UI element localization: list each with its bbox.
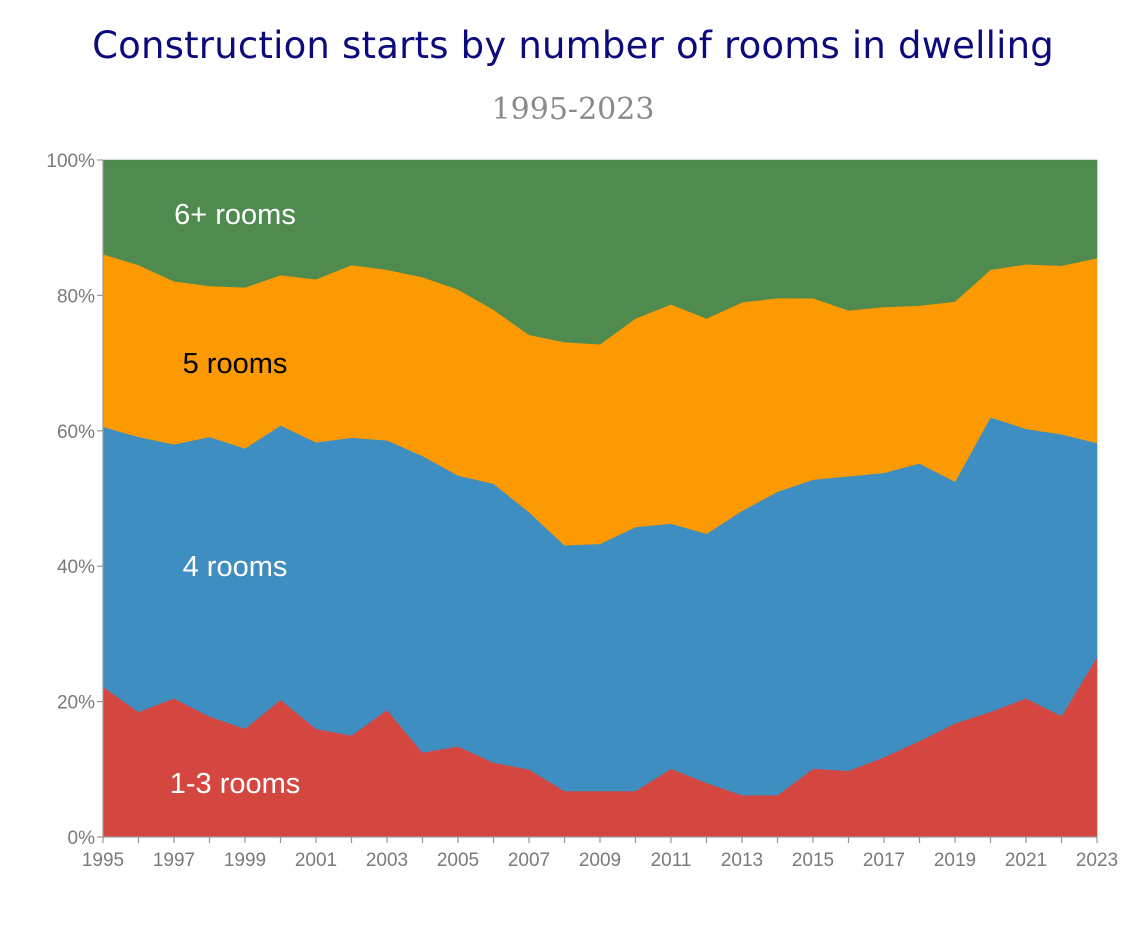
- x-tick-label: 2015: [792, 850, 834, 871]
- chart-subtitle: 1995-2023: [491, 92, 655, 127]
- x-tick-label: 2021: [1005, 850, 1047, 871]
- area-label: 5 rooms: [183, 348, 288, 380]
- y-tick-label: 0%: [68, 828, 96, 849]
- area-label: 6+ rooms: [174, 199, 296, 231]
- x-tick-label: 2009: [579, 850, 621, 871]
- area-6plus-rooms: [102, 159, 1098, 345]
- area-label: 1-3 rooms: [170, 768, 301, 800]
- x-tick-label: 1995: [82, 850, 124, 871]
- area-label: 4 rooms: [183, 551, 288, 583]
- x-tick-label: 2013: [721, 850, 763, 871]
- x-tick-label: 2011: [651, 850, 692, 871]
- y-tick-label: 20%: [57, 693, 95, 714]
- y-tick-label: 100%: [46, 151, 95, 172]
- x-tick-label: 2005: [437, 850, 479, 871]
- x-tick-label: 2001: [295, 850, 337, 871]
- x-tick-label: 2019: [934, 850, 976, 871]
- y-tick-label: 60%: [57, 422, 95, 443]
- x-tick-label: 2017: [863, 850, 905, 871]
- x-tick-label: 2003: [366, 850, 408, 871]
- x-tick-label: 2007: [508, 850, 550, 871]
- x-tick-label: 1999: [224, 850, 266, 871]
- x-tick-label: 2023: [1076, 850, 1118, 871]
- y-tick-label: 80%: [57, 286, 95, 307]
- chart-title: Construction starts by number of rooms i…: [92, 24, 1054, 67]
- y-tick-label: 40%: [57, 557, 95, 578]
- x-tick-label: 1997: [153, 850, 195, 871]
